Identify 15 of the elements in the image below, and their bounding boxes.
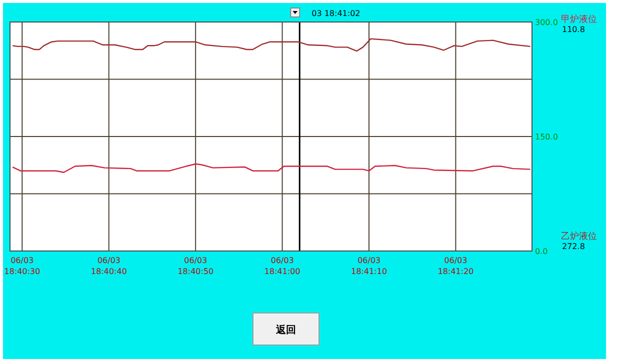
x-tick-label: 06/03 18:41:00: [264, 256, 300, 276]
text: 甲炉液位: [561, 14, 597, 25]
legend-label: 03 18:41:02: [312, 9, 360, 18]
x-tick-label: 06/03 18:41:20: [438, 256, 474, 276]
y-tick-label: 0.0: [535, 247, 548, 256]
text: 272.8: [562, 242, 585, 251]
text: 110.8: [562, 25, 585, 34]
x-tick-label: 06/03 18:40:50: [178, 256, 214, 276]
text: 乙炉液位: [561, 231, 597, 242]
text: 返回: [275, 324, 296, 336]
y-tick-label: 300.0: [535, 18, 558, 27]
x-tick-label: 06/03 18:40:30: [4, 256, 40, 276]
y-tick-label: 150.0: [535, 132, 558, 142]
x-tick-label: 06/03 18:41:10: [351, 256, 387, 276]
x-tick-label: 06/03 18:40:40: [90, 256, 127, 276]
